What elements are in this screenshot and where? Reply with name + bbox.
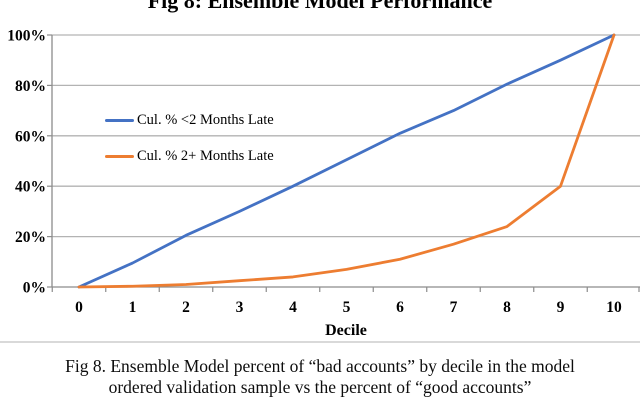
figure-caption: Fig 8. Ensemble Model percent of “bad ac…	[0, 341, 640, 403]
x-tick-label: 1	[129, 299, 137, 316]
y-tick-label: 60%	[15, 128, 46, 145]
series-line-1	[77, 33, 616, 289]
legend-label-good-accounts: Cul. % <2 Months Late	[137, 111, 274, 128]
x-tick-label: 2	[182, 299, 190, 316]
chart-legend: Cul. % <2 Months Late Cul. % 2+ Months L…	[105, 110, 274, 166]
x-axis-title: Decile	[325, 322, 367, 339]
y-tick-label: 40%	[15, 179, 46, 196]
caption-line-2: ordered validation sample vs the percent…	[108, 377, 532, 397]
legend-item-bad-accounts: Cul. % 2+ Months Late	[105, 146, 274, 166]
legend-line-swatch-blue	[105, 118, 134, 122]
series-line-0	[77, 33, 616, 289]
x-tick-label: 6	[396, 299, 404, 316]
x-tick-label: 9	[557, 299, 565, 316]
x-tick-label: 8	[503, 299, 511, 316]
x-tick-label: 3	[236, 299, 244, 316]
x-tick-label: 7	[450, 299, 458, 316]
y-tick-label: 80%	[15, 78, 46, 95]
legend-item-good-accounts: Cul. % <2 Months Late	[105, 110, 274, 130]
x-tick-label: 5	[343, 299, 351, 316]
y-tick-label: 20%	[15, 229, 46, 246]
x-tick-label: 10	[606, 299, 622, 316]
x-tick-label: 4	[289, 299, 297, 316]
legend-label-bad-accounts: Cul. % 2+ Months Late	[137, 147, 274, 164]
legend-line-swatch-orange	[105, 154, 134, 158]
y-tick-label: 0%	[23, 280, 46, 297]
x-tick-label: 0	[75, 299, 83, 316]
caption-line-1: Fig 8. Ensemble Model percent of “bad ac…	[65, 356, 575, 376]
chart-plot: 0% 20% 40% 60% 80% 100% 0 1 2 3 4 5 6 7 8 9 10 Decile	[7, 28, 640, 339]
y-tick-label: 100%	[7, 28, 46, 45]
chart-title: Fig 8: Ensemble Model Performance	[147, 0, 493, 13]
